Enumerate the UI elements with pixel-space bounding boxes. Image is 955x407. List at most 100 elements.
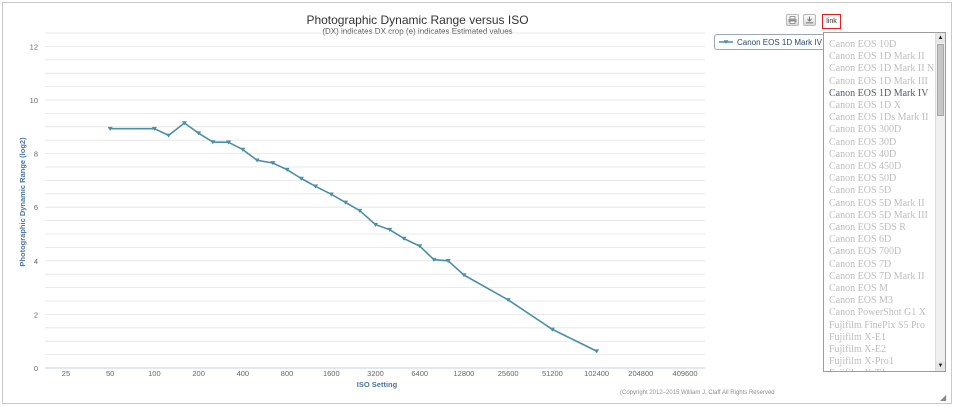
camera-list-item[interactable]: Fujifilm X-T1 xyxy=(824,368,935,371)
x-tick-label: 50 xyxy=(106,369,114,378)
y-tick-label: 2 xyxy=(34,310,38,319)
link-button[interactable]: link xyxy=(822,14,841,29)
camera-list-item[interactable]: Canon EOS 700D xyxy=(829,246,902,258)
data-point[interactable] xyxy=(226,140,232,145)
camera-list-item[interactable]: Canon EOS 1D Mark III xyxy=(829,75,928,87)
data-point[interactable] xyxy=(166,133,172,138)
camera-list-item[interactable]: Fujifilm X-Pro1 xyxy=(829,356,894,368)
data-point[interactable] xyxy=(284,167,290,172)
download-icon[interactable] xyxy=(803,14,816,26)
x-tick-label: 400 xyxy=(237,369,250,378)
x-tick-label: 51200 xyxy=(542,369,563,378)
data-point[interactable] xyxy=(196,131,202,136)
resize-grip-icon[interactable]: ◢ xyxy=(940,393,947,402)
camera-list-item[interactable]: Canon EOS 40D xyxy=(829,148,897,160)
camera-list-item[interactable]: Canon EOS 1D X xyxy=(829,100,901,112)
x-tick-label: 3200 xyxy=(367,369,384,378)
copyright-notice: (Copyright 2012–2015 William J. Claff Al… xyxy=(620,390,775,396)
series-layer xyxy=(107,121,600,354)
camera-list-item[interactable]: Canon EOS 6D xyxy=(829,234,892,246)
data-point[interactable] xyxy=(270,161,276,166)
camera-list-item[interactable]: Canon EOS M xyxy=(829,283,888,295)
camera-list-item[interactable]: Canon EOS 1D Mark II N xyxy=(829,63,935,75)
camera-list-item[interactable]: Canon EOS 7D Mark II xyxy=(829,270,925,282)
data-point[interactable] xyxy=(387,227,393,232)
series-line xyxy=(110,122,597,352)
camera-list-item[interactable]: Canon EOS 5D xyxy=(829,185,892,197)
camera-list-item[interactable]: Canon EOS M3 xyxy=(829,295,893,307)
data-point[interactable] xyxy=(417,244,423,249)
y-tick-label: 4 xyxy=(34,257,38,266)
x-tick-label: 6400 xyxy=(411,369,428,378)
x-tick-label: 800 xyxy=(281,369,294,378)
data-point[interactable] xyxy=(151,126,157,131)
data-point[interactable] xyxy=(431,257,437,262)
camera-list-item[interactable]: Canon EOS 10D xyxy=(829,39,897,50)
camera-list-item[interactable]: Canon EOS 300D xyxy=(829,124,902,136)
data-point[interactable] xyxy=(445,259,451,263)
plot-svg: 0 2 4 6 8 10 12 25 50 100 200 400 800 1600 3200 6400 12… xyxy=(18,32,705,389)
x-tick-label: 100 xyxy=(148,369,161,378)
camera-list-item[interactable]: Canon EOS 30D xyxy=(829,136,897,148)
x-tick-label: 409600 xyxy=(673,369,698,378)
printer-icon[interactable] xyxy=(786,14,799,26)
legend-symbol xyxy=(719,40,733,44)
y-tick-labels: 0 2 4 6 8 10 12 xyxy=(30,42,38,373)
data-point[interactable] xyxy=(461,273,467,278)
y-tick-label: 12 xyxy=(30,42,38,51)
camera-list-item[interactable]: Canon EOS 450D xyxy=(829,161,902,173)
camera-list-item[interactable]: Canon EOS 5D Mark III xyxy=(829,209,928,221)
x-tick-label: 12800 xyxy=(454,369,475,378)
data-point[interactable] xyxy=(328,192,334,197)
data-point[interactable] xyxy=(357,208,363,213)
data-point[interactable] xyxy=(505,298,511,303)
data-point[interactable] xyxy=(181,121,187,126)
camera-list-item[interactable]: Canon EOS 1Ds Mark II xyxy=(829,112,929,124)
camera-list-item[interactable]: Canon EOS 1D Mark IV xyxy=(829,87,929,99)
x-tick-label: 25600 xyxy=(498,369,519,378)
chart-area: Photographic Dynamic Range versus ISO (D… xyxy=(18,13,828,389)
data-point[interactable] xyxy=(298,176,304,181)
camera-list-item[interactable]: Canon EOS 1D Mark II xyxy=(829,51,925,63)
camera-list-item[interactable]: Canon EOS 7D xyxy=(829,258,892,270)
data-point[interactable] xyxy=(210,140,216,145)
data-point[interactable] xyxy=(594,349,600,354)
x-axis-title: ISO Setting xyxy=(357,380,398,389)
x-tick-labels: 25 50 100 200 400 800 1600 3200 6400 12800 25600 51… xyxy=(62,369,698,378)
y-tick-label: 6 xyxy=(34,203,38,212)
data-point[interactable] xyxy=(254,158,260,163)
y-tick-label: 10 xyxy=(30,96,38,105)
scrollbar[interactable]: ▲ ▼ xyxy=(935,33,945,371)
y-tick-label: 0 xyxy=(34,364,38,373)
camera-list-item[interactable]: Fujifilm X-E2 xyxy=(829,344,886,356)
data-point[interactable] xyxy=(107,126,113,131)
scroll-down-icon[interactable]: ▼ xyxy=(936,361,945,371)
camera-select-list[interactable]: Canon EOS 10D Canon EOS 1D Mark II Canon E… xyxy=(823,32,946,372)
data-point[interactable] xyxy=(549,327,555,332)
x-tick-label: 1600 xyxy=(323,369,340,378)
data-point[interactable] xyxy=(372,222,379,227)
data-point[interactable] xyxy=(401,236,407,241)
grid-layer xyxy=(45,32,705,369)
camera-list-item[interactable]: Canon PowerShot G1 X xyxy=(829,307,926,319)
data-point[interactable] xyxy=(240,147,246,152)
camera-list-items: Canon EOS 10D Canon EOS 1D Mark II Canon E… xyxy=(824,33,935,371)
y-axis-title: Photographic Dynamic Range (log2) xyxy=(18,137,27,267)
x-tick-label: 200 xyxy=(192,369,205,378)
data-point[interactable] xyxy=(312,184,319,189)
scroll-thumb[interactable] xyxy=(937,44,944,116)
camera-list-item[interactable]: Fujifilm FinePix S5 Pro xyxy=(829,319,925,331)
x-tick-label: 102400 xyxy=(584,369,609,378)
data-point[interactable] xyxy=(342,200,349,205)
chart-subtitle: (DX) indicates DX crop (e) indicates Est… xyxy=(322,27,513,36)
y-tick-label: 8 xyxy=(34,150,38,159)
chart-title: Photographic Dynamic Range versus ISO xyxy=(306,13,529,27)
scroll-up-icon[interactable]: ▲ xyxy=(936,33,945,43)
legend-item[interactable]: Canon EOS 1D Mark IV xyxy=(714,34,828,50)
camera-list-item[interactable]: Canon EOS 5DS R xyxy=(829,222,906,234)
camera-list-item[interactable]: Fujifilm X-E1 xyxy=(829,331,886,343)
camera-list-item[interactable]: Canon EOS 50D xyxy=(829,173,897,185)
camera-list-item[interactable]: Canon EOS 5D Mark II xyxy=(829,197,925,209)
legend-label: Canon EOS 1D Mark IV xyxy=(737,37,822,47)
